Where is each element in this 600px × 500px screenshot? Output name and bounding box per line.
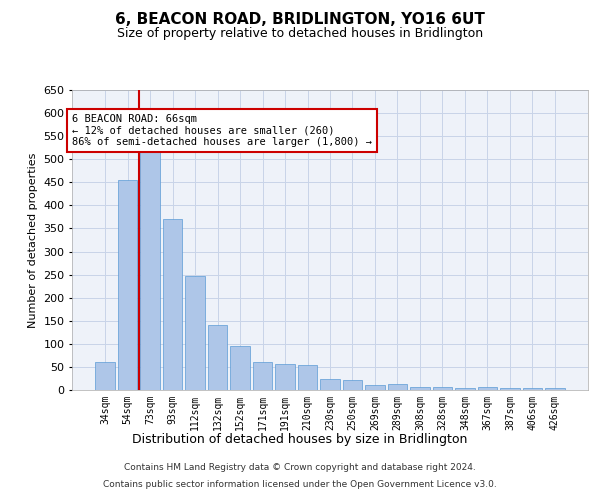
Text: Contains public sector information licensed under the Open Government Licence v3: Contains public sector information licen… xyxy=(103,480,497,489)
Bar xyxy=(523,388,542,390)
Text: Size of property relative to detached houses in Bridlington: Size of property relative to detached ho… xyxy=(117,28,483,40)
Bar xyxy=(253,362,272,390)
Bar xyxy=(208,326,227,390)
Bar xyxy=(185,276,205,390)
Bar xyxy=(95,362,115,390)
Bar xyxy=(500,388,520,390)
Bar xyxy=(118,180,137,390)
Bar xyxy=(478,387,497,390)
Bar xyxy=(433,387,452,390)
Bar xyxy=(545,388,565,390)
Text: Distribution of detached houses by size in Bridlington: Distribution of detached houses by size … xyxy=(133,432,467,446)
Bar xyxy=(388,384,407,390)
Bar xyxy=(163,219,182,390)
Bar xyxy=(320,380,340,390)
Bar xyxy=(455,388,475,390)
Text: Contains HM Land Registry data © Crown copyright and database right 2024.: Contains HM Land Registry data © Crown c… xyxy=(124,464,476,472)
Text: 6, BEACON ROAD, BRIDLINGTON, YO16 6UT: 6, BEACON ROAD, BRIDLINGTON, YO16 6UT xyxy=(115,12,485,28)
Bar xyxy=(410,387,430,390)
Text: 6 BEACON ROAD: 66sqm
← 12% of detached houses are smaller (260)
86% of semi-deta: 6 BEACON ROAD: 66sqm ← 12% of detached h… xyxy=(72,114,372,147)
Y-axis label: Number of detached properties: Number of detached properties xyxy=(28,152,38,328)
Bar xyxy=(365,386,385,390)
Bar xyxy=(343,380,362,390)
Bar xyxy=(140,150,160,390)
Bar xyxy=(230,346,250,390)
Bar xyxy=(275,364,295,390)
Bar xyxy=(298,364,317,390)
